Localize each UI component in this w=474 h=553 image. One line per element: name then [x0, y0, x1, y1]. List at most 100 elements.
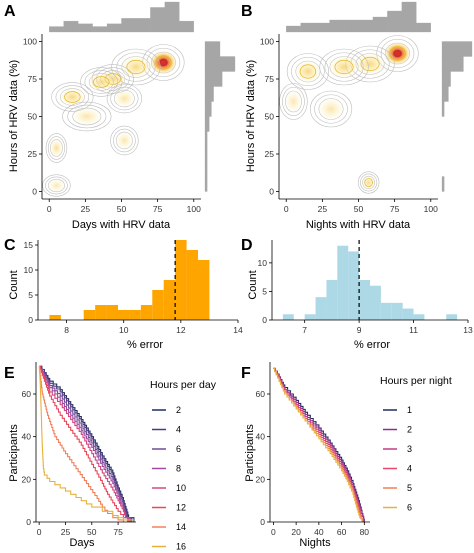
- panel-e-legend-label-10: 10: [176, 483, 186, 493]
- panel-a-right-hist-bar-7: [204, 71, 223, 87]
- panel-d-xtick-label-2: 11: [409, 325, 418, 335]
- panel-b-xlabel: Nights with HRV data: [306, 219, 411, 231]
- panel-b-contour-0-1: [380, 38, 415, 69]
- panel-a-right-hist-bar-1: [204, 161, 208, 177]
- panel-e-ytick-label-2: 40: [22, 432, 32, 442]
- panel-b-contour-2-1: [324, 52, 364, 82]
- panel-f-ylabel: Participants: [244, 424, 256, 482]
- panel-a-inner-contour-4: [64, 91, 81, 103]
- panel-a-contour-3-0: [80, 67, 123, 97]
- panel-b-density-blob-4: [317, 97, 345, 121]
- panel-c-bar-4: [95, 305, 107, 320]
- panel-b-ytick-label-2: 50: [265, 112, 275, 122]
- panel-a-contour-7-1: [67, 104, 107, 129]
- panel-a-top-hist-bar-2: [77, 23, 93, 33]
- panel-a-ytick-label-4: 100: [23, 37, 37, 47]
- panel-f-legend-label-6: 6: [407, 503, 412, 513]
- panel-b-xtick-label-4: 100: [424, 204, 438, 214]
- panel-b-right-hist-bar-7: [441, 71, 451, 87]
- panel-d-bar-5: [337, 245, 349, 320]
- panel-b-inner-contour-5: [364, 178, 373, 187]
- panel-letter-e: E: [4, 365, 15, 382]
- panel-b-contour-3-1: [291, 56, 325, 87]
- panel-f-xtick-label-4: 80: [360, 527, 370, 537]
- panel-d-bar-3: [315, 297, 327, 320]
- panel-e-legend-label-16: 16: [176, 542, 186, 552]
- panel-e-xlabel: Days: [69, 537, 95, 549]
- panel-b-density-blob-3: [294, 59, 322, 84]
- panel-c-bar-3: [83, 310, 96, 320]
- panel-c-ytick-label-2: 10: [24, 265, 34, 275]
- panel-e-series-8: [39, 365, 131, 522]
- panel-d-bar-9: [380, 302, 392, 320]
- panel-f-ytick-label-2: 40: [256, 432, 266, 442]
- panel-f-xtick-label-2: 40: [314, 527, 324, 537]
- panel-f-xlabel: Nights: [299, 537, 331, 549]
- panel-e-survival-plot: 2 4 6 8 10 12 14 16 0 25 50 75 0 20 40 60: [22, 362, 186, 552]
- panel-c-xtick-label-1: 10: [119, 325, 129, 335]
- panel-a-top-hist-bar-4: [106, 23, 122, 33]
- panel-d-bar-11: [402, 308, 414, 320]
- panel-f-legend-title: Hours per night: [380, 375, 452, 387]
- panel-b-density-blob-2: [327, 55, 361, 79]
- panel-e-ytick-label-3: 60: [22, 389, 32, 399]
- panel-c-ytick-label-3: 15: [24, 240, 34, 250]
- panel-a-density-blob-5: [49, 138, 64, 158]
- panel-b-ytick-label-4: 100: [260, 37, 274, 47]
- panel-b-xtick-label-3: 75: [390, 204, 400, 214]
- panel-b-top-hist-bar-0: [286, 25, 301, 33]
- panel-a-top-hist-bar-3: [92, 26, 108, 33]
- panel-a-inner-contour-3: [93, 76, 110, 88]
- panel-e-xtick-label-0: 0: [37, 527, 42, 537]
- panel-d-bar-6: [348, 251, 360, 320]
- panel-letter-f: F: [241, 365, 251, 382]
- panel-a-top-hist-bar-7: [150, 7, 166, 33]
- panel-a-contour-5-0: [45, 133, 68, 163]
- panel-e-series-6: [39, 365, 132, 522]
- panel-a-ytick-label-0: 0: [32, 187, 37, 197]
- panel-a-ytick-label-3: 75: [28, 74, 38, 84]
- panel-b-contour-6-0: [279, 83, 308, 120]
- panel-a-xtick-label-4: 100: [187, 204, 201, 214]
- panel-d-xtick-label-0: 7: [302, 325, 307, 335]
- panel-d-bar-8: [370, 285, 381, 320]
- panel-a-density-blob-6: [112, 88, 136, 109]
- panel-f-series-4: [273, 367, 364, 522]
- panel-a-contour-6-1: [110, 86, 139, 111]
- panel-a-contour-8-0: [110, 125, 139, 156]
- panel-a-density-blob-1: [119, 55, 153, 79]
- panel-b-right-hist-bar-9: [441, 41, 473, 57]
- panel-a-density-blob-4: [58, 87, 87, 107]
- panel-f-legend-label-4: 4: [407, 464, 412, 474]
- panel-c-histogram: 8 10 12 14 0 5 10 15: [24, 240, 243, 335]
- panel-a-top-hist-bar-0: [49, 26, 64, 33]
- panel-b-density-fills: [279, 35, 419, 194]
- panel-d-bar-15: [446, 314, 458, 320]
- panel-d-bar-12: [413, 314, 425, 320]
- panel-a-top-hist-bar-8: [164, 1, 180, 33]
- panel-f-legend-label-5: 5: [407, 483, 412, 493]
- panel-d-ytick-label-0: 0: [262, 315, 267, 325]
- panel-c-ylabel: Count: [8, 270, 20, 299]
- panel-d-bar-7: [359, 280, 370, 320]
- panel-f-legend-label-1: 1: [407, 405, 412, 415]
- panel-f-xtick-label-3: 60: [337, 527, 347, 537]
- panel-e-series-10: [39, 365, 130, 522]
- panel-a-right-hist-bar-4: [204, 116, 210, 132]
- panel-e-series-16: [38, 365, 134, 521]
- panel-a-contour-8-1: [113, 128, 136, 153]
- panel-b-contour-4-1: [314, 94, 348, 124]
- panel-f-ytick-label-1: 20: [256, 474, 266, 484]
- panel-b-inner-contour-1: [360, 56, 380, 72]
- panel-a-top-hist-bar-6: [135, 18, 151, 33]
- panel-a-xlabel: Days with HRV data: [72, 219, 171, 231]
- panel-f-xtick-label-1: 20: [291, 527, 301, 537]
- panel-a-contour-5-1: [47, 136, 65, 160]
- panel-a-top-hist-bar-9: [179, 20, 194, 33]
- panel-b-top-hist-bar-3: [329, 19, 345, 33]
- panel-b-contour-5-0: [357, 171, 380, 194]
- panel-c-bar-13: [198, 260, 210, 320]
- panel-a-contour-3-1: [84, 70, 119, 94]
